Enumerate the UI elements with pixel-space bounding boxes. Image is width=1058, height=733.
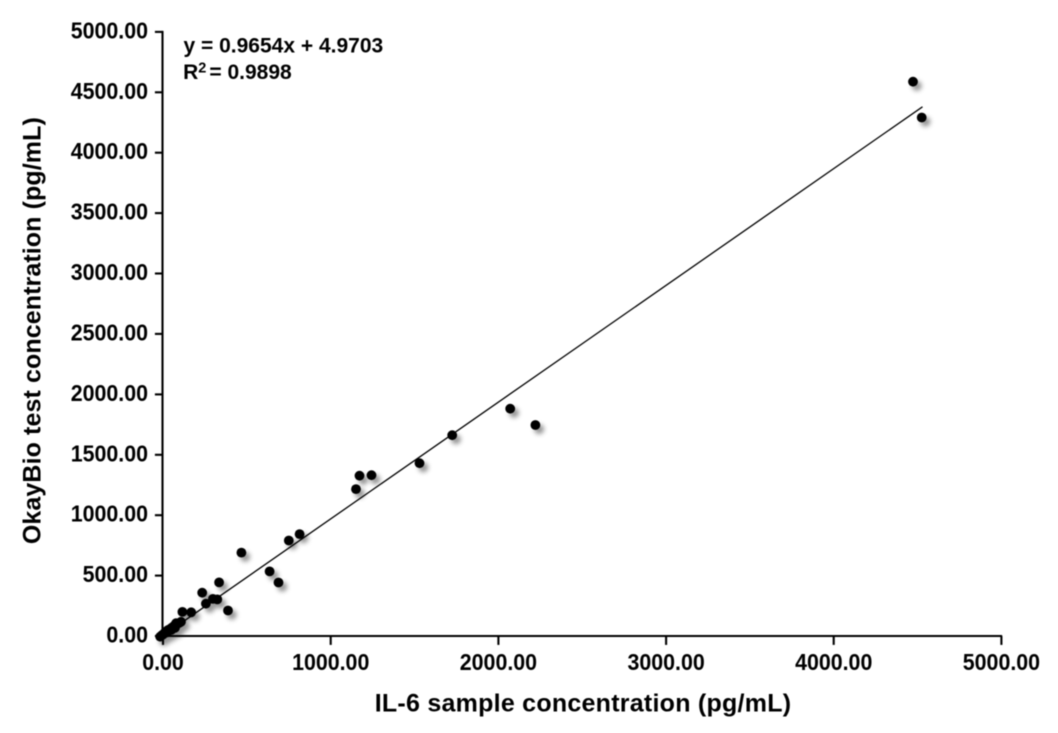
svg-text:y = 0.9654x + 4.9703: y = 0.9654x + 4.9703 [184,34,384,57]
svg-text:500.00: 500.00 [83,561,148,587]
svg-text:0.00: 0.00 [106,622,148,648]
svg-text:5000.00: 5000.00 [71,18,148,44]
svg-text:2000.00: 2000.00 [71,380,148,406]
svg-text:IL-6 sample concentration (pg/: IL-6 sample concentration (pg/mL) [375,689,792,717]
svg-text:1000.00: 1000.00 [292,649,369,675]
svg-text:1000.00: 1000.00 [71,501,148,527]
svg-text:R2= 0.9898: R2 = 0.9898 [183,60,292,84]
svg-text:OkayBio test concentration (pg: OkayBio test concentration (pg/mL) [19,117,47,544]
svg-text:4500.00: 4500.00 [71,78,148,104]
svg-text:5000.00: 5000.00 [963,649,1040,675]
svg-text:4000.00: 4000.00 [795,649,872,675]
svg-text:2500.00: 2500.00 [71,320,148,346]
svg-text:1500.00: 1500.00 [71,441,148,467]
svg-text:3000.00: 3000.00 [627,649,704,675]
svg-text:3000.00: 3000.00 [71,259,148,285]
svg-text:3500.00: 3500.00 [71,199,148,225]
svg-text:4000.00: 4000.00 [71,138,148,164]
svg-text:0.00: 0.00 [142,649,184,675]
svg-text:2000.00: 2000.00 [460,649,537,675]
